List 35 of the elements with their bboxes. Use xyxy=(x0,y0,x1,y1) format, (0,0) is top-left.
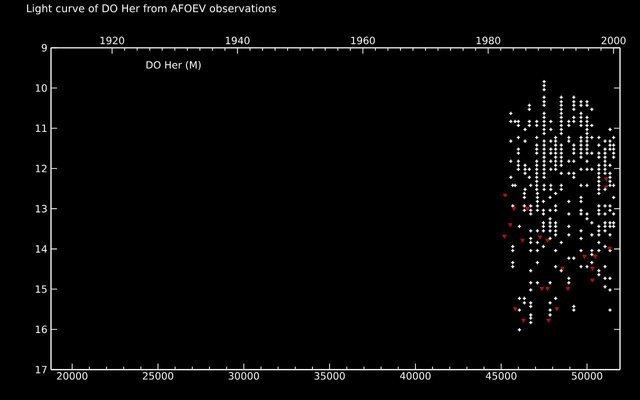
x-tick-label: 35000 xyxy=(314,372,345,380)
x-tick-label: 40000 xyxy=(400,372,431,380)
y-tick-label: 9 xyxy=(42,44,47,52)
y-tick-label: 11 xyxy=(36,124,47,132)
point xyxy=(546,287,550,290)
point xyxy=(590,267,594,270)
y-tick-label: 17 xyxy=(36,366,47,374)
y-tick-label: 13 xyxy=(36,204,47,212)
x2-tick-label: 1980 xyxy=(476,36,500,44)
point xyxy=(566,287,570,290)
y-tick-label: 16 xyxy=(36,326,47,334)
x-tick-label: 45000 xyxy=(486,372,516,380)
x2-tick-label: 1920 xyxy=(100,36,124,44)
x-tick-label: 25000 xyxy=(142,372,174,380)
annotation: DO Her (M) xyxy=(146,60,201,70)
y-tick-label: 14 xyxy=(36,245,47,253)
point xyxy=(590,278,594,282)
y-tick-label: 12 xyxy=(36,164,46,172)
x2-tick-label: 1940 xyxy=(226,36,250,44)
y-tick-label: 10 xyxy=(36,84,47,92)
x2-tick-label: 1960 xyxy=(351,36,375,44)
x-tick-label: 50000 xyxy=(572,372,602,380)
x2-tick-label: 2000 xyxy=(602,36,626,44)
y-tick-label: 15 xyxy=(36,285,47,293)
point xyxy=(540,287,544,290)
point xyxy=(512,207,516,210)
chart-title: Light curve of DO Her from AFOEV observations xyxy=(27,4,276,14)
x-tick-label: 30000 xyxy=(228,372,259,380)
point xyxy=(593,254,597,258)
point xyxy=(526,207,530,210)
x-tick-label: 20000 xyxy=(57,372,88,380)
point xyxy=(560,267,564,270)
point xyxy=(538,236,542,239)
point xyxy=(582,254,586,258)
point xyxy=(508,223,512,226)
